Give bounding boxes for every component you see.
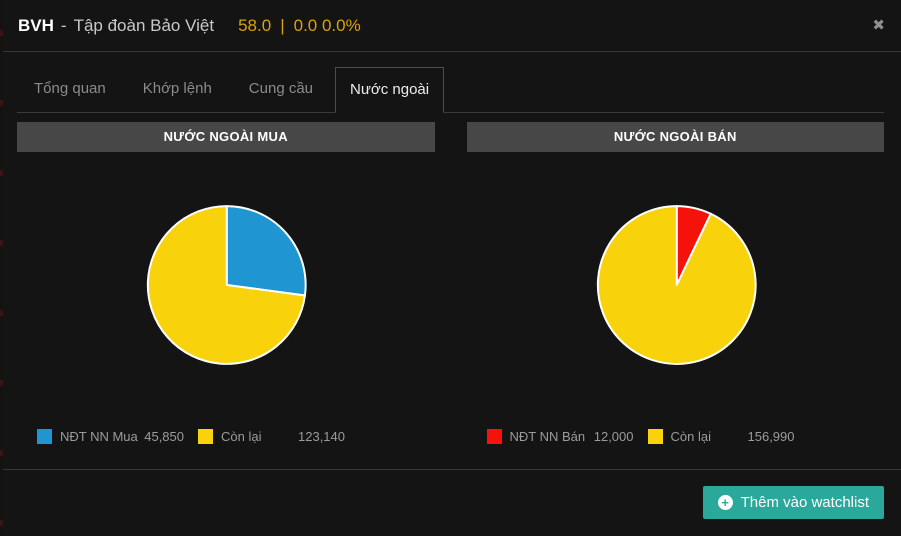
panel-foreign-sell: NƯỚC NGOÀI BÁN NĐT NN Bán 12,000 Còn lại… bbox=[451, 113, 901, 445]
background-page-edge bbox=[0, 0, 3, 536]
close-icon[interactable]: ✖ bbox=[872, 17, 885, 34]
quote-info: 58.0 | 0.0 0.0% bbox=[238, 16, 361, 36]
foreign-buy-legend: NĐT NN Mua 45,850 Còn lại 123,140 bbox=[37, 428, 435, 445]
legend-label: NĐT NN Bán bbox=[509, 429, 586, 444]
legend-value: 156,990 bbox=[747, 429, 795, 444]
legend-swatch-blue bbox=[37, 429, 52, 444]
legend-label: Còn lại bbox=[221, 429, 262, 444]
legend-label: NĐT NN Mua bbox=[60, 429, 138, 444]
legend-swatch-yellow bbox=[647, 429, 663, 444]
watchlist-button-label: Thêm vào watchlist bbox=[740, 494, 869, 511]
tab-cung-cau[interactable]: Cung cầu bbox=[248, 80, 314, 97]
foreign-buy-pie-chart[interactable] bbox=[17, 152, 435, 420]
tab-tong-quan[interactable]: Tổng quan bbox=[34, 80, 106, 97]
foreign-trading-panels: NƯỚC NGOÀI MUA NĐT NN Mua 45,850 Còn lại… bbox=[0, 113, 901, 445]
footer-divider bbox=[0, 469, 901, 470]
legend-swatch-yellow bbox=[198, 429, 213, 444]
legend-label: Còn lại bbox=[670, 429, 711, 444]
price-change: 0.0 0.0% bbox=[293, 15, 361, 35]
add-to-watchlist-button[interactable]: + Thêm vào watchlist bbox=[702, 486, 884, 519]
footer: + Thêm vào watchlist bbox=[0, 470, 901, 536]
tab-khop-lenh[interactable]: Khớp lệnh bbox=[142, 80, 212, 97]
pie-chart-svg bbox=[596, 205, 757, 365]
last-price: 58.0 bbox=[238, 15, 272, 35]
tab-nuoc-ngoai[interactable]: Nước ngoài bbox=[335, 67, 445, 113]
ticker-symbol: BVH bbox=[18, 15, 54, 35]
legend-value: 45,850 bbox=[144, 429, 184, 444]
legend-swatch-red bbox=[486, 429, 502, 444]
panel-foreign-buy: NƯỚC NGOÀI MUA NĐT NN Mua 45,850 Còn lại… bbox=[0, 113, 451, 445]
plus-circle-icon: + bbox=[717, 495, 733, 510]
foreign-sell-legend: NĐT NN Bán 12,000 Còn lại 156,990 bbox=[486, 428, 885, 445]
legend-value: 12,000 bbox=[593, 429, 634, 444]
panel-foreign-sell-title: NƯỚC NGOÀI BÁN bbox=[466, 122, 884, 152]
price-pipe-separator: | bbox=[280, 15, 285, 35]
legend-item-con-lai[interactable]: Còn lại 156,990 bbox=[647, 429, 795, 444]
legend-item-ndt-nn-ban[interactable]: NĐT NN Bán 12,000 bbox=[486, 429, 634, 444]
panel-foreign-buy-title: NƯỚC NGOÀI MUA bbox=[17, 122, 435, 152]
legend-item-ndt-nn-mua[interactable]: NĐT NN Mua 45,850 bbox=[37, 429, 184, 444]
legend-item-con-lai[interactable]: Còn lại 123,140 bbox=[198, 429, 345, 444]
legend-value: 123,140 bbox=[298, 429, 345, 444]
company-name: Tập đoàn Bảo Việt bbox=[73, 15, 215, 35]
tab-bar: Tổng quan Khớp lệnh Cung cầu Nước ngoài bbox=[17, 52, 884, 113]
title-separator: - bbox=[60, 15, 67, 35]
foreign-sell-pie-chart[interactable] bbox=[467, 152, 885, 420]
pie-chart-svg bbox=[146, 205, 307, 365]
titlebar: BVH - Tập đoàn Bảo Việt 58.0 | 0.0 0.0% … bbox=[0, 0, 901, 52]
